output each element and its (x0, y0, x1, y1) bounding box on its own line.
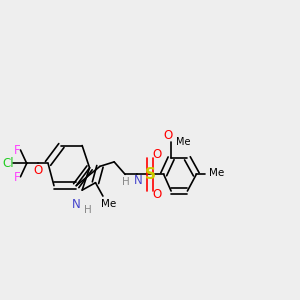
Text: N: N (72, 198, 81, 211)
Text: O: O (152, 188, 162, 201)
Text: Me: Me (100, 199, 116, 209)
Text: N: N (134, 174, 143, 188)
Text: Me: Me (176, 137, 191, 147)
Text: H: H (84, 205, 92, 215)
Text: F: F (14, 171, 21, 184)
Text: H: H (122, 177, 130, 187)
Text: O: O (152, 148, 162, 161)
Text: O: O (163, 129, 172, 142)
Text: S: S (145, 167, 156, 182)
Text: Me: Me (209, 169, 224, 178)
Text: F: F (14, 143, 21, 157)
Text: O: O (33, 164, 42, 177)
Text: Cl: Cl (3, 157, 14, 170)
